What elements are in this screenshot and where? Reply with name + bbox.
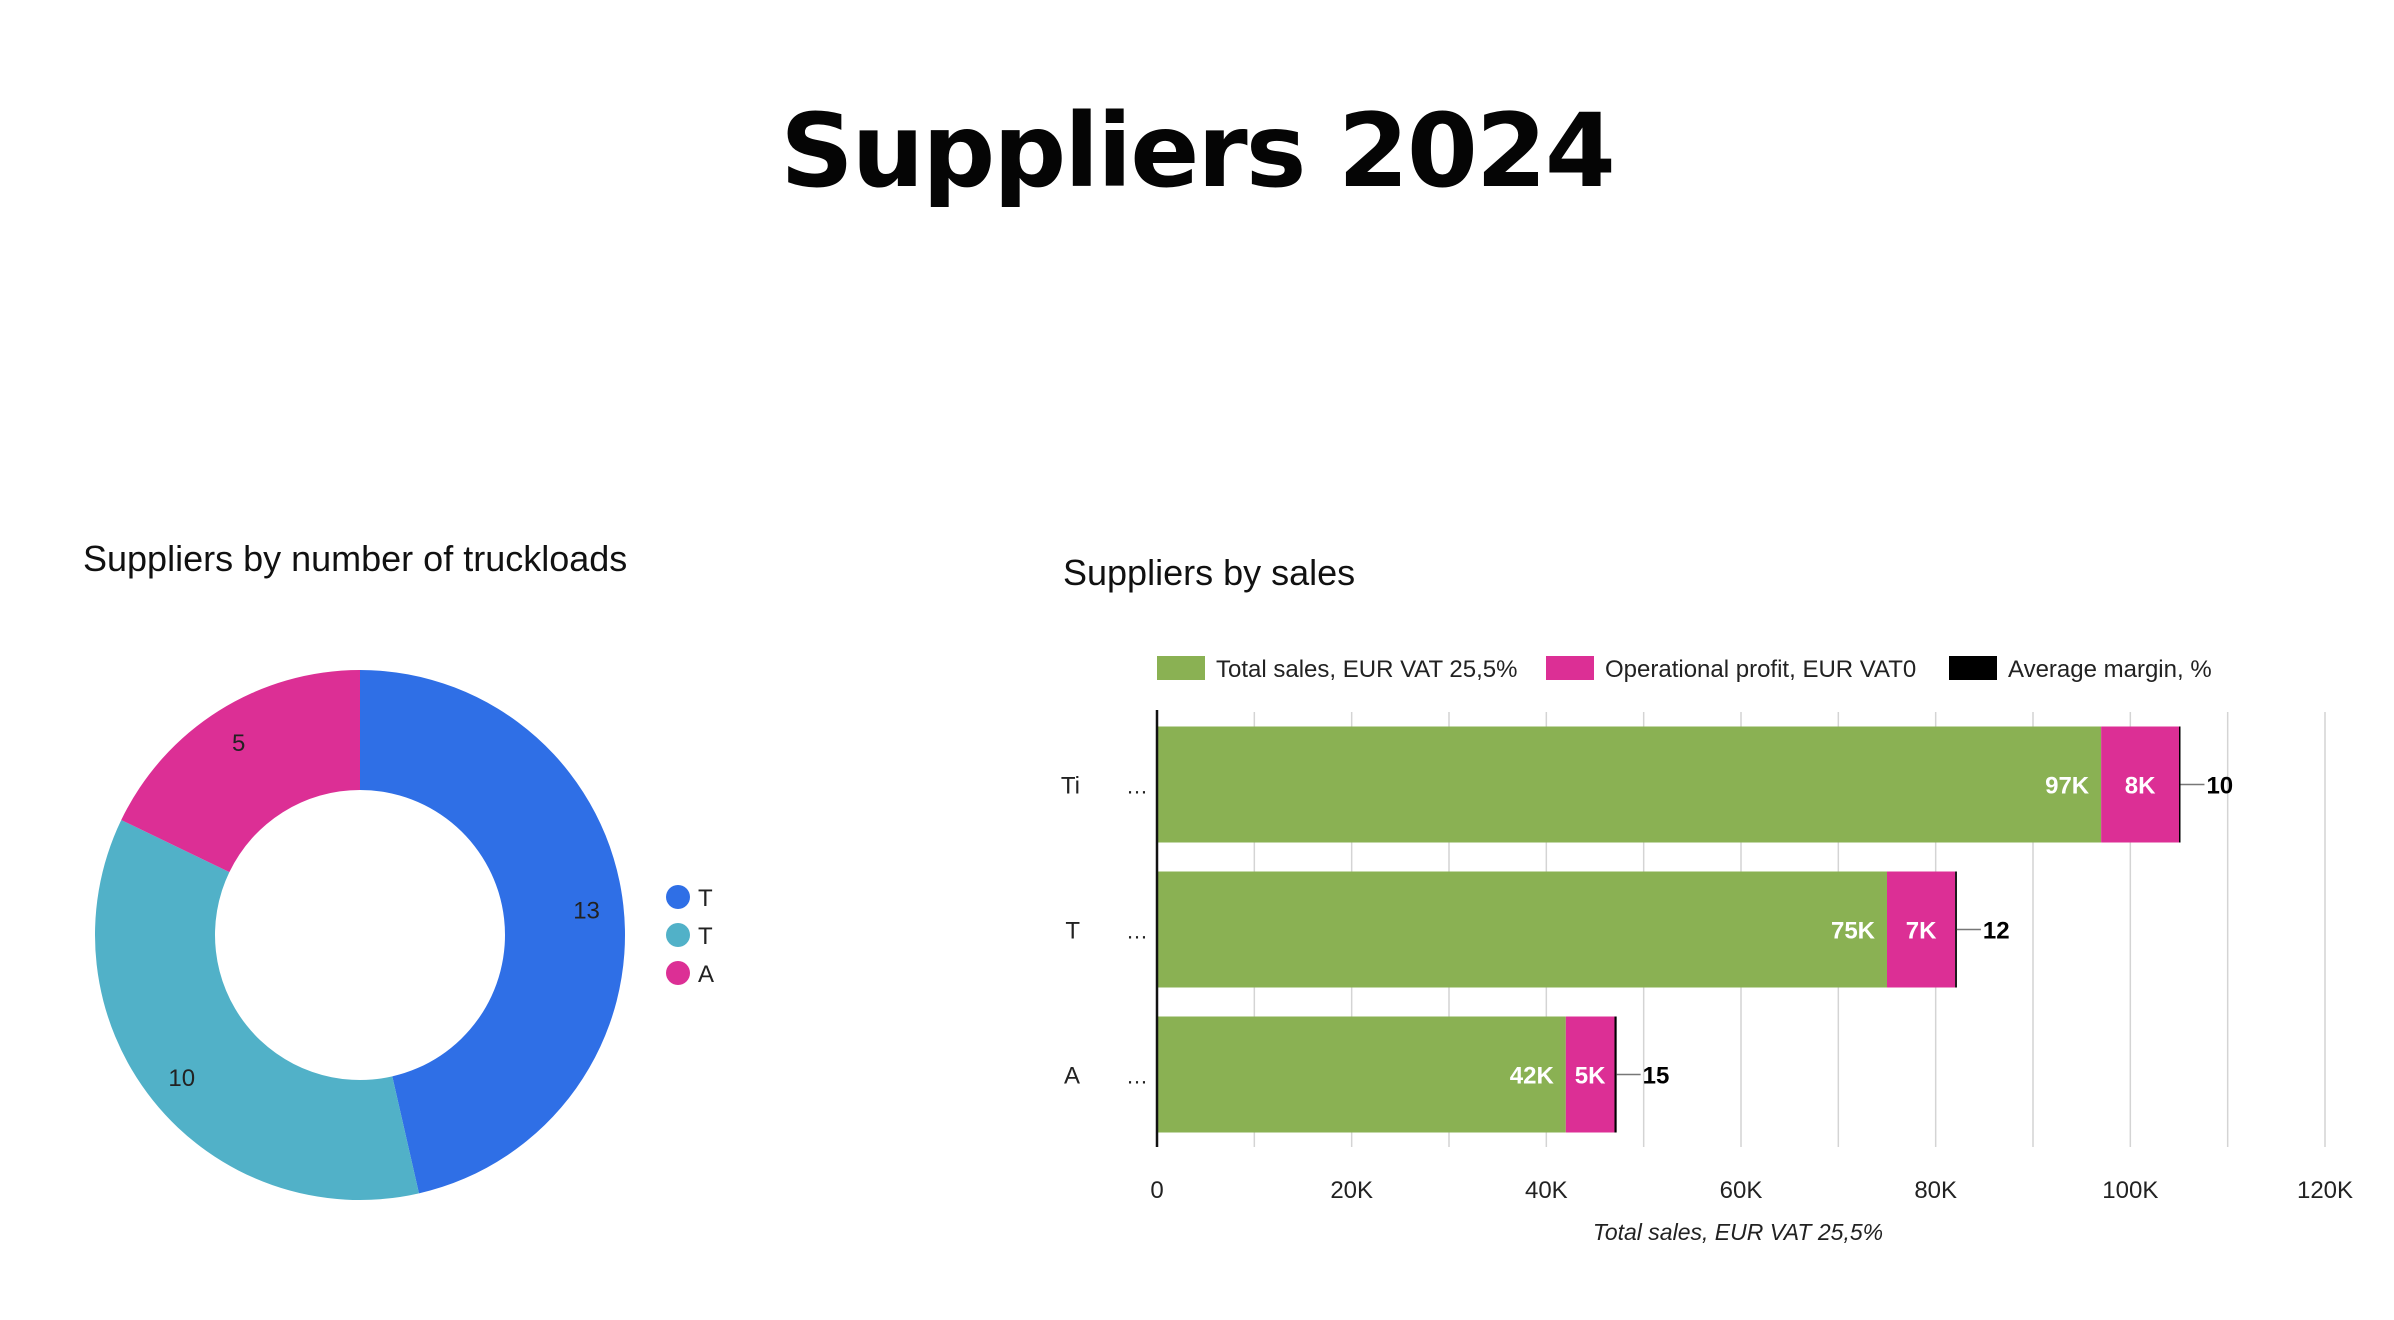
slice-value-label: 5	[232, 730, 245, 757]
legend-label: T	[698, 885, 713, 912]
x-tick-label: 0	[1150, 1177, 1163, 1204]
donut-slice	[121, 670, 360, 873]
bar-total-sales	[1157, 871, 1887, 988]
legend-label: Operational profit, EUR VAT0	[1605, 656, 1916, 683]
bar-total-sales	[1157, 726, 2102, 843]
x-axis-title: Total sales, EUR VAT 25,5%	[1593, 1219, 1883, 1245]
donut-chart-title: Suppliers by number of truckloads	[83, 538, 628, 579]
x-tick-label: 100K	[2102, 1177, 2158, 1204]
bar-data-label: 12	[1983, 918, 2010, 945]
x-tick-label: 40K	[1525, 1177, 1568, 1204]
legend-swatch	[1949, 656, 1997, 680]
x-tick-label: 80K	[1914, 1177, 1957, 1204]
slice-value-label: 10	[168, 1065, 195, 1092]
y-category-label: Ti	[1061, 773, 1080, 800]
y-category-label: T	[1065, 918, 1080, 945]
bar-average-margin	[1955, 871, 1957, 988]
x-tick-label: 120K	[2297, 1177, 2353, 1204]
legend-swatch	[666, 923, 690, 947]
bar-data-label: 5K	[1575, 1063, 1606, 1090]
y-category-label: A	[1064, 1063, 1080, 1090]
bar-data-label: 8K	[2125, 773, 2156, 800]
legend-label: T	[698, 923, 713, 950]
bar-operational-profit	[1887, 871, 1956, 988]
legend-swatch	[666, 885, 690, 909]
donut-slice	[360, 670, 626, 1194]
y-category-ellipsis: …	[1126, 919, 1148, 944]
legend-swatch	[666, 961, 690, 985]
bar-total-sales	[1157, 1016, 1566, 1133]
bar-chart-title: Suppliers by sales	[1063, 552, 1356, 593]
bar-data-label: 7K	[1906, 918, 1937, 945]
y-category-ellipsis: …	[1126, 774, 1148, 799]
legend-swatch	[1157, 656, 1205, 680]
bar-average-margin	[2179, 726, 2181, 843]
slice-value-label: 13	[573, 897, 600, 924]
legend-label: Average margin, %	[2008, 656, 2212, 683]
x-tick-label: 60K	[1720, 1177, 1763, 1204]
bar-data-label: 97K	[2045, 773, 2090, 800]
page-title: Suppliers 2024	[780, 92, 1616, 211]
bar-data-label: 75K	[1831, 918, 1876, 945]
bar-data-label: 42K	[1510, 1063, 1555, 1090]
legend-label: Total sales, EUR VAT 25,5%	[1216, 656, 1517, 683]
bar-data-label: 15	[1643, 1063, 1670, 1090]
bar-average-margin	[1614, 1016, 1617, 1133]
legend-swatch	[1546, 656, 1594, 680]
bar-operational-profit	[2101, 726, 2179, 843]
y-category-ellipsis: …	[1126, 1064, 1148, 1089]
bar-operational-profit	[1565, 1016, 1615, 1133]
donut-slice	[94, 820, 419, 1200]
legend-label: A	[698, 961, 714, 988]
bar-data-label: 10	[2206, 773, 2233, 800]
x-tick-label: 20K	[1330, 1177, 1373, 1204]
